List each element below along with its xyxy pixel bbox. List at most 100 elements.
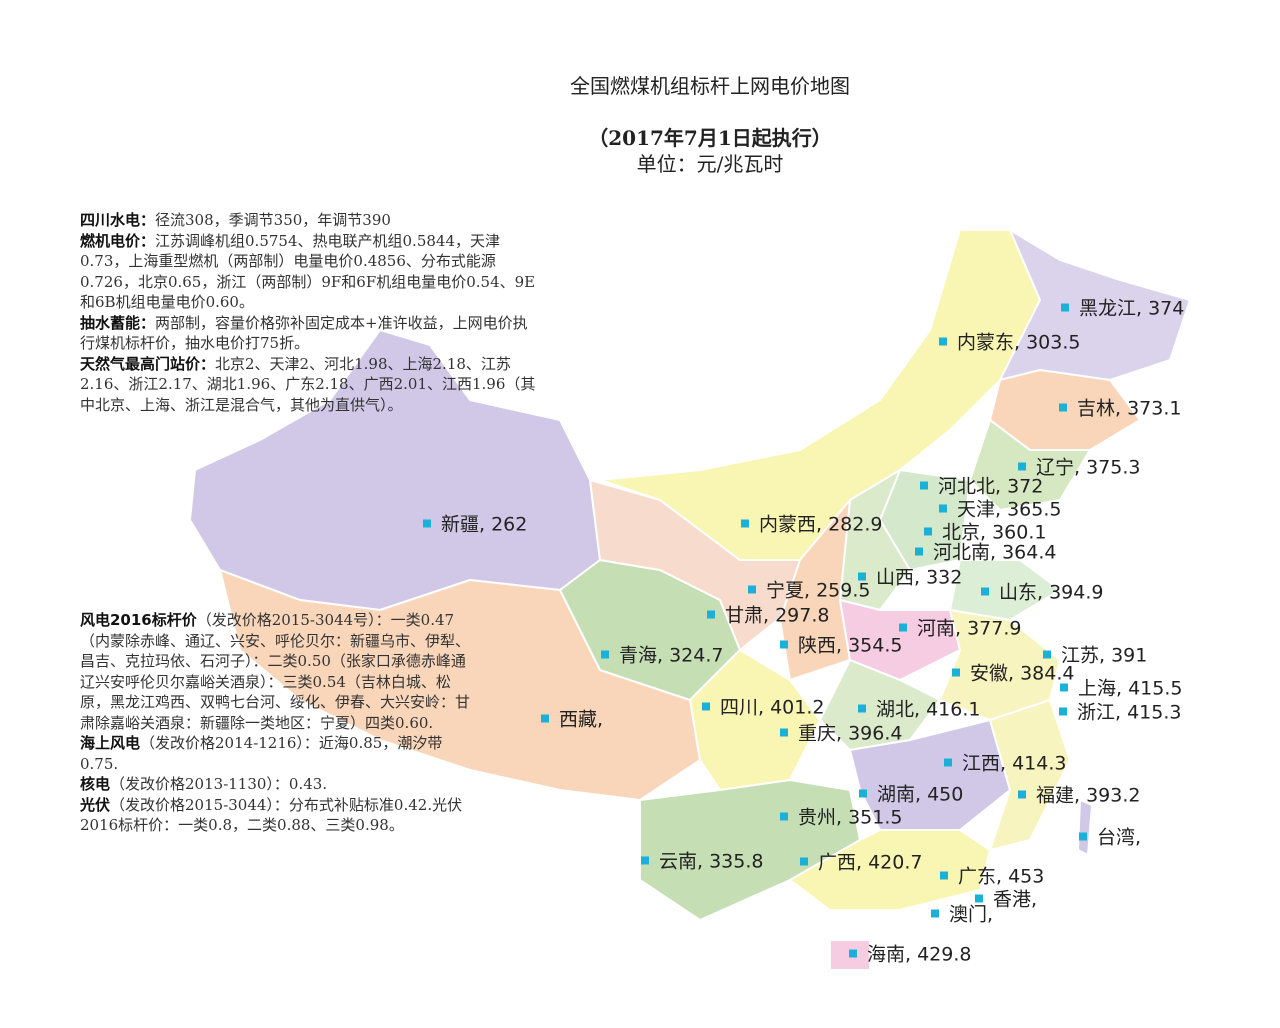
province-label: 山西, 332 bbox=[858, 563, 962, 590]
province-name-price: 甘肃, 297.8 bbox=[725, 604, 830, 627]
marker-square-icon bbox=[899, 623, 907, 631]
province-name-price: 江西, 414.3 bbox=[962, 752, 1067, 775]
marker-square-icon bbox=[641, 856, 649, 864]
notes-bottom: 风电2016标杆价（发改价格2015-3044号）：一类0.47（内蒙除赤峰、通… bbox=[80, 610, 475, 836]
marker-square-icon bbox=[707, 610, 715, 618]
province-label: 黑龙江, 374 bbox=[1061, 294, 1184, 321]
marker-square-icon bbox=[800, 857, 808, 865]
marker-square-icon bbox=[939, 337, 947, 345]
marker-square-icon bbox=[1018, 790, 1026, 798]
marker-square-icon bbox=[931, 909, 939, 917]
marker-square-icon bbox=[1043, 650, 1051, 658]
province-name-price: 湖北, 416.1 bbox=[876, 698, 981, 721]
marker-square-icon bbox=[915, 547, 923, 555]
notes-top: 四川水电：径流308，季调节350，年调节390 燃机电价：江苏调峰机组0.57… bbox=[80, 210, 540, 415]
note-pumped-storage: 抽水蓄能：两部制，容量价格弥补固定成本+准许收益，上网电价执行煤机标杆价，抽水电… bbox=[80, 313, 540, 354]
province-label: 西藏, bbox=[541, 705, 603, 732]
note-natural-gas: 天然气最高门站价：北京2、天津2、河北1.98、上海2.18、江苏2.16、浙江… bbox=[80, 354, 540, 416]
province-label: 澳门, bbox=[931, 900, 993, 927]
province-name-price: 浙江, 415.3 bbox=[1077, 701, 1182, 724]
province-label: 陕西, 354.5 bbox=[780, 631, 902, 658]
marker-square-icon bbox=[944, 758, 952, 766]
province-label: 山东, 394.9 bbox=[981, 578, 1103, 605]
note-sichuan-hydro: 四川水电：径流308，季调节350，年调节390 bbox=[80, 210, 540, 231]
province-label: 宁夏, 259.5 bbox=[748, 576, 870, 603]
province-name-price: 河南, 377.9 bbox=[917, 617, 1022, 640]
marker-square-icon bbox=[423, 519, 431, 527]
province-name-price: 贵州, 351.5 bbox=[798, 806, 903, 829]
note-text: 两部制，容量价格弥补固定成本+准许收益，上网电价执行煤机标杆价，抽水电价打75折… bbox=[80, 313, 528, 353]
province-name-price: 山西, 332 bbox=[876, 566, 963, 589]
province-name-price: 海南, 429.8 bbox=[867, 943, 972, 966]
province-label: 河南, 377.9 bbox=[899, 614, 1021, 641]
note-head: 光伏 bbox=[80, 795, 111, 814]
province-label: 吉林, 373.1 bbox=[1059, 394, 1181, 421]
marker-square-icon bbox=[920, 481, 928, 489]
province-label: 内蒙西, 282.9 bbox=[741, 510, 882, 537]
province-name-price: 安徽, 384.4 bbox=[970, 662, 1075, 685]
province-label: 贵州, 351.5 bbox=[780, 803, 902, 830]
province-label: 台湾, bbox=[1079, 823, 1141, 850]
marker-square-icon bbox=[939, 504, 947, 512]
map-unit: 单位：元/兆瓦时 bbox=[636, 152, 784, 176]
province-label: 广西, 420.7 bbox=[800, 848, 922, 875]
marker-square-icon bbox=[858, 572, 866, 580]
note-wind: 风电2016标杆价（发改价格2015-3044号）：一类0.47（内蒙除赤峰、通… bbox=[80, 610, 475, 733]
province-label: 广东, 453 bbox=[940, 862, 1044, 889]
province-label: 四川, 401.2 bbox=[702, 693, 824, 720]
province-label: 天津, 365.5 bbox=[939, 495, 1061, 522]
province-label: 辽宁, 375.3 bbox=[1018, 453, 1140, 480]
region-taiwan bbox=[1076, 798, 1094, 857]
province-name-price: 黑龙江, 374 bbox=[1079, 297, 1185, 320]
marker-square-icon bbox=[1061, 303, 1069, 311]
region-guangxi-guangdong bbox=[788, 829, 992, 911]
marker-square-icon bbox=[1018, 462, 1026, 470]
marker-square-icon bbox=[975, 894, 983, 902]
marker-square-icon bbox=[859, 789, 867, 797]
province-name-price: 广西, 420.7 bbox=[818, 851, 923, 874]
province-name-price: 河北南, 364.4 bbox=[933, 541, 1057, 564]
marker-square-icon bbox=[748, 585, 756, 593]
note-text: 北京2、天津2、河北1.98、上海2.18、江苏2.16、浙江2.17、湖北1.… bbox=[80, 354, 536, 414]
region-sichuan bbox=[688, 648, 822, 792]
note-text: （发改价格2015-3044号）：一类0.47（内蒙除赤峰、通辽、兴安、呼伦贝尔… bbox=[80, 611, 471, 732]
province-label: 香港, bbox=[975, 885, 1037, 912]
marker-square-icon bbox=[849, 949, 857, 957]
province-label: 福建, 393.2 bbox=[1018, 781, 1140, 808]
province-name-price: 西藏, bbox=[559, 708, 604, 731]
marker-square-icon bbox=[952, 668, 960, 676]
province-name-price: 宁夏, 259.5 bbox=[766, 579, 871, 602]
province-label: 安徽, 384.4 bbox=[952, 659, 1074, 686]
marker-square-icon bbox=[858, 704, 866, 712]
note-text: （发改价格2013-1130）：0.43. bbox=[110, 775, 328, 793]
region-heilongjiang bbox=[998, 227, 1192, 382]
province-label: 河北南, 364.4 bbox=[915, 538, 1056, 565]
marker-square-icon bbox=[601, 650, 609, 658]
note-solar: 光伏（发改价格2015-3044）：分布式补贴标准0.42.光伏2016标杆价：… bbox=[80, 795, 475, 836]
marker-square-icon bbox=[780, 640, 788, 648]
note-offshore-wind: 海上风电（发改价格2014-1216）：近海0.85，潮汐带0.75. bbox=[80, 733, 475, 774]
province-label: 上海, 415.5 bbox=[1060, 674, 1182, 701]
note-text: 径流308，季调节350，年调节390 bbox=[155, 211, 391, 229]
province-name-price: 内蒙东, 303.5 bbox=[957, 331, 1081, 354]
note-gas-turbine: 燃机电价：江苏调峰机组0.5754、热电联产机组0.5844，天津0.73，上海… bbox=[80, 231, 540, 313]
note-head: 天然气最高门站价： bbox=[80, 354, 216, 373]
note-head: 海上风电 bbox=[80, 734, 141, 752]
province-name-price: 内蒙西, 282.9 bbox=[759, 513, 883, 536]
marker-square-icon bbox=[981, 587, 989, 595]
province-name-price: 香港, bbox=[993, 888, 1038, 911]
province-name-price: 福建, 393.2 bbox=[1036, 784, 1141, 807]
map-title: 全国燃煤机组标杆上网电价地图 bbox=[570, 74, 850, 98]
region-shandong bbox=[948, 559, 1062, 622]
province-label: 江西, 414.3 bbox=[944, 749, 1066, 776]
province-label: 新疆, 262 bbox=[423, 510, 527, 537]
marker-square-icon bbox=[1060, 683, 1068, 691]
marker-square-icon bbox=[924, 527, 932, 535]
province-name-price: 台湾, bbox=[1097, 826, 1142, 849]
province-name-price: 新疆, 262 bbox=[441, 513, 528, 536]
province-name-price: 辽宁, 375.3 bbox=[1036, 456, 1141, 479]
province-label: 湖南, 450 bbox=[859, 780, 963, 807]
province-label: 江苏, 391 bbox=[1043, 641, 1147, 668]
province-name-price: 广东, 453 bbox=[958, 865, 1045, 888]
